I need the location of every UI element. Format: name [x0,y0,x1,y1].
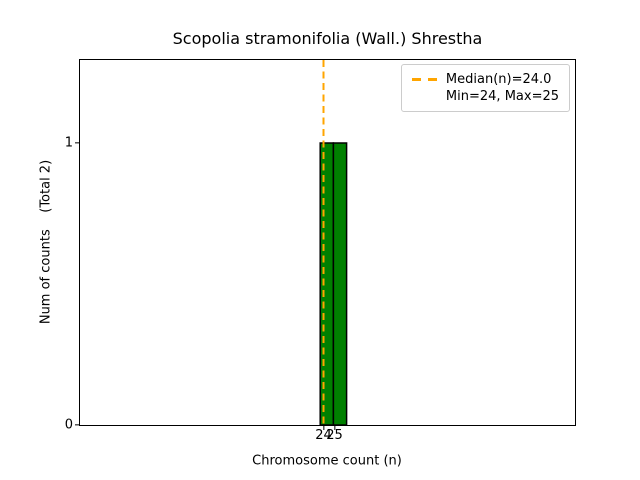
plot-area: Median(n)=24.0 Min=24, Max=25 [79,59,576,426]
x-axis-label: Chromosome count (n) [252,453,402,469]
chart-title: Scopolia stramonifolia (Wall.) Shrestha [172,29,483,48]
legend-entry-median: Median(n)=24.0 [411,71,559,88]
y-axis-label: Num of counts (Total 2) [38,159,54,325]
dashed-line-icon [411,78,437,81]
x-tick-label: 25 [326,428,343,443]
chart-canvas [319,60,348,425]
legend: Median(n)=24.0 Min=24, Max=25 [400,64,570,112]
y-tick [75,142,79,144]
x-tick-label: 24 [315,428,332,443]
histogram-bar [332,142,348,425]
x-tick [322,426,325,430]
legend-minmax-label: Min=24, Max=25 [445,89,559,104]
legend-median-label: Median(n)=24.0 [445,72,552,87]
y-tick [75,424,79,426]
histogram-bar [319,142,335,425]
y-tick-label: 0 [64,417,73,433]
y-tick-label: 1 [64,135,73,151]
x-tick [333,426,336,430]
